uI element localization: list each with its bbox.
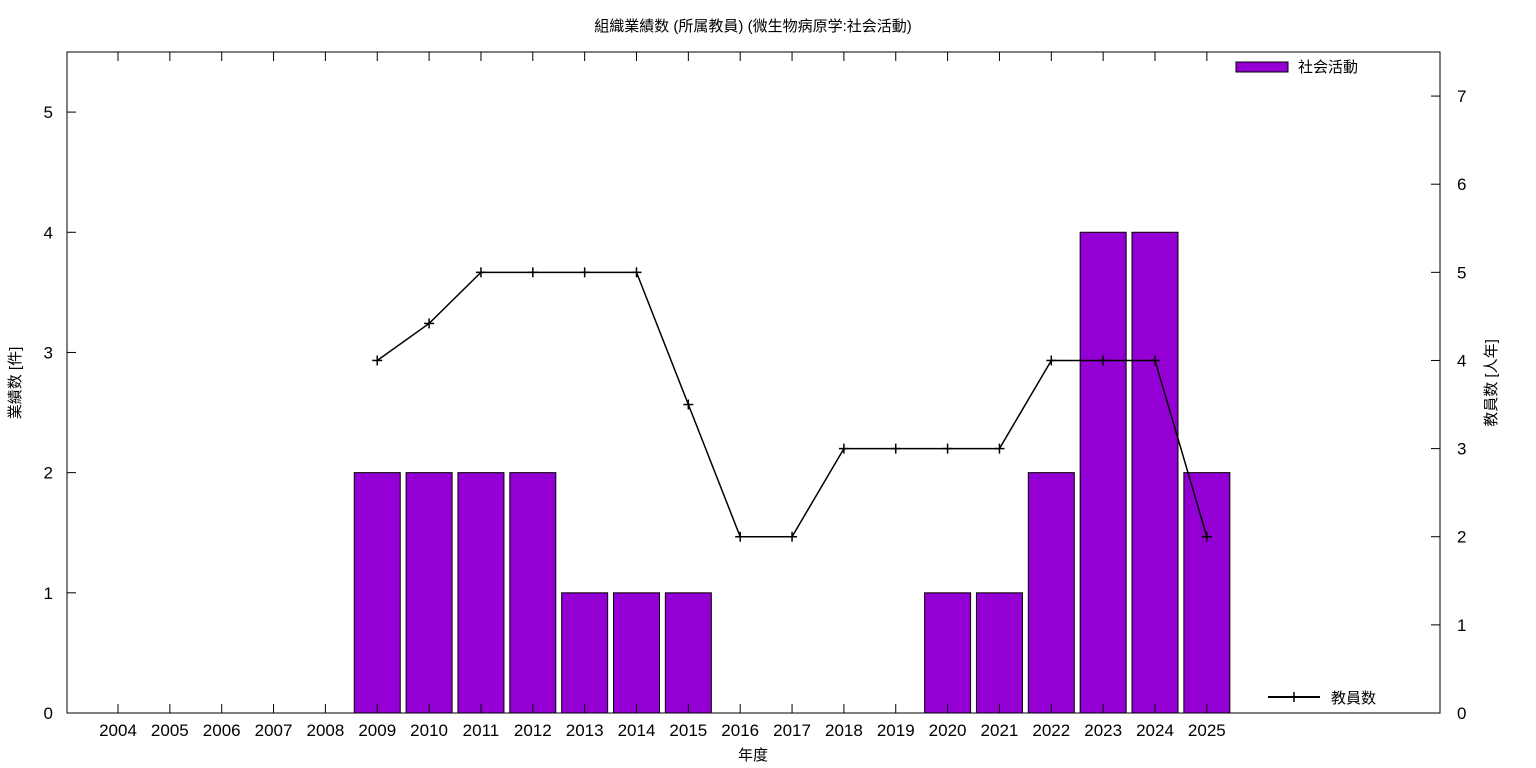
bar-series bbox=[353, 231, 1231, 714]
y-tick-label: 4 bbox=[44, 223, 53, 242]
x-tick-label: 2017 bbox=[773, 721, 811, 740]
x-tick-label: 2013 bbox=[566, 721, 604, 740]
bar-2010 bbox=[405, 472, 453, 714]
y2-tick-label: 2 bbox=[1457, 528, 1466, 547]
chart-title: 組織業績数 (所属教員) (微生物病原学:社会活動) bbox=[594, 18, 912, 35]
x-tick-label: 2014 bbox=[618, 721, 656, 740]
x-axis: 2004 2005 2006 2007 2008 2009 2010 2011 2012 2013… bbox=[99, 52, 1226, 740]
bar-2011 bbox=[457, 472, 505, 714]
bar-2021 bbox=[975, 592, 1023, 714]
legend-line-label: 教員数 bbox=[1331, 690, 1376, 707]
bar-2023 bbox=[1079, 231, 1127, 714]
x-tick-label: 2022 bbox=[1032, 721, 1070, 740]
x-tick-label: 2016 bbox=[721, 721, 759, 740]
y-tick-label: 0 bbox=[44, 704, 53, 723]
legend-bar-label: 社会活動 bbox=[1298, 59, 1358, 76]
line-point-2010 bbox=[424, 318, 435, 329]
line-point-2023 bbox=[1098, 355, 1109, 366]
line-point-2018 bbox=[838, 443, 849, 454]
y2-tick-label: 7 bbox=[1457, 87, 1466, 106]
y2-tick-label: 0 bbox=[1457, 704, 1466, 723]
line-point-2020 bbox=[942, 443, 953, 454]
bar-2009 bbox=[353, 472, 401, 714]
line-point-2013 bbox=[579, 267, 590, 278]
x-tick-label: 2024 bbox=[1136, 721, 1174, 740]
x-tick-label: 2025 bbox=[1188, 721, 1226, 740]
y-tick-label: 2 bbox=[44, 464, 53, 483]
y-tick-label: 5 bbox=[44, 103, 53, 122]
x-tick-label: 2007 bbox=[255, 721, 293, 740]
x-tick-label: 2015 bbox=[669, 721, 707, 740]
x-tick-label: 2009 bbox=[358, 721, 396, 740]
x-tick-label: 2006 bbox=[203, 721, 241, 740]
line-point-2021 bbox=[994, 443, 1005, 454]
y2-axis-label: 教員数 [人年] bbox=[1483, 339, 1500, 427]
x-tick-label: 2008 bbox=[306, 721, 344, 740]
line-point-2024 bbox=[1150, 355, 1160, 366]
y2-tick-label: 6 bbox=[1457, 175, 1466, 194]
x-tick-label: 2023 bbox=[1084, 721, 1122, 740]
line-point-2022 bbox=[1046, 355, 1057, 366]
y2-tick-label: 3 bbox=[1457, 440, 1466, 459]
y2-axis: 0 1 2 3 4 5 6 7 bbox=[1431, 87, 1466, 723]
bar-2013 bbox=[561, 592, 609, 714]
y-axis-label: 業績数 [件] bbox=[7, 347, 24, 420]
y-tick-label: 3 bbox=[44, 343, 53, 362]
line-point-2025 bbox=[1201, 531, 1212, 542]
x-tick-label: 2010 bbox=[410, 721, 448, 740]
line-series bbox=[372, 267, 1212, 542]
legend-bar-swatch bbox=[1235, 61, 1289, 73]
y2-tick-label: 1 bbox=[1457, 616, 1466, 635]
line-point-2009 bbox=[372, 355, 383, 366]
x-tick-label: 2019 bbox=[877, 721, 915, 740]
bar-2012 bbox=[509, 472, 557, 714]
line-point-2016 bbox=[735, 531, 746, 542]
x-tick-label: 2021 bbox=[981, 721, 1019, 740]
line-point-2015 bbox=[683, 399, 694, 410]
y-tick-label: 1 bbox=[44, 584, 53, 603]
x-tick-label: 2011 bbox=[463, 721, 500, 740]
line-point-2012 bbox=[527, 267, 538, 278]
line-point-2014 bbox=[631, 267, 642, 278]
line-point-2019 bbox=[890, 443, 901, 454]
y-axis: 0 1 2 3 4 5 bbox=[44, 103, 76, 723]
bar-2015 bbox=[664, 592, 712, 714]
plot-frame bbox=[66, 51, 1441, 714]
legend-bar: 社会活動 bbox=[1235, 59, 1358, 76]
y2-tick-label: 4 bbox=[1457, 351, 1466, 370]
x-tick-label: 2005 bbox=[151, 721, 189, 740]
line-point-2011 bbox=[475, 267, 486, 278]
bar-2022 bbox=[1027, 472, 1075, 714]
x-tick-label: 2004 bbox=[99, 721, 137, 740]
x-tick-label: 2020 bbox=[929, 721, 967, 740]
y2-tick-label: 5 bbox=[1457, 263, 1466, 282]
bar-2014 bbox=[613, 592, 660, 714]
bar-2025 bbox=[1183, 472, 1231, 714]
x-tick-label: 2012 bbox=[514, 721, 552, 740]
bar-2020 bbox=[924, 592, 972, 714]
x-tick-label: 2018 bbox=[825, 721, 863, 740]
bar-2024 bbox=[1131, 231, 1179, 714]
legend-line: 教員数 bbox=[1268, 690, 1376, 707]
x-axis-label: 年度 bbox=[738, 747, 768, 764]
line-point-2017 bbox=[787, 531, 798, 542]
